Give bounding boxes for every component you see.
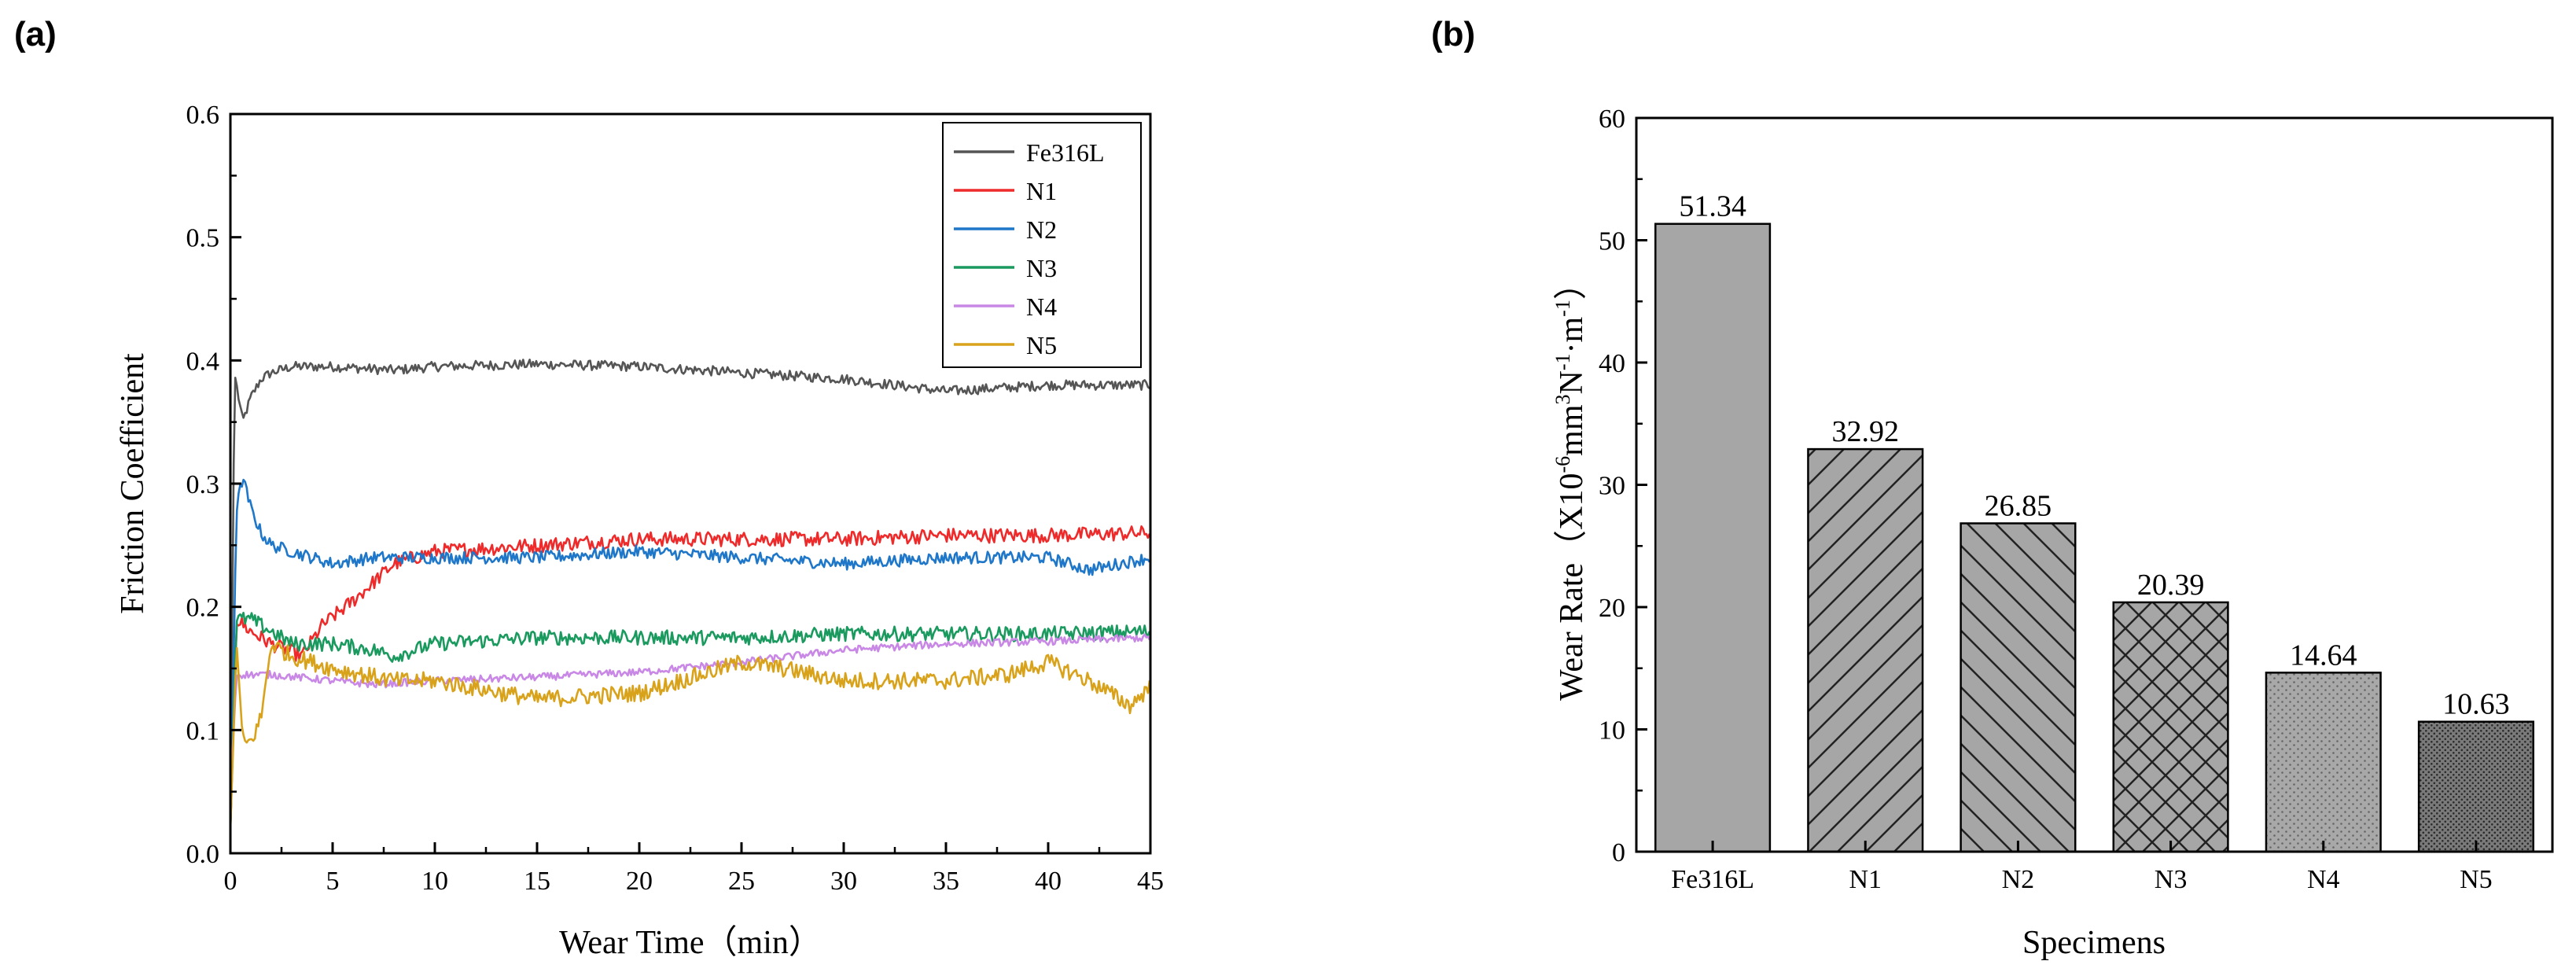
y-label-exponent: -1 <box>1551 300 1574 317</box>
bar-n1 <box>1807 447 1924 853</box>
x-tick-label: Fe316L <box>1671 865 1754 894</box>
bar-n4 <box>2265 672 2382 853</box>
wear-rate-chart: (b) 51.34 32.92 26.85 20.39 14.64 10.63 Fe316… <box>1431 15 2554 961</box>
y-tick-label: 0.2 <box>186 594 220 623</box>
bar-value-label: 10.63 <box>2442 688 2510 721</box>
bar-fe316l <box>1654 223 1772 853</box>
x-tick-label: 40 <box>1035 867 1062 896</box>
y-label-exponent: 3 <box>1551 394 1574 404</box>
x-tick-label: 45 <box>1137 867 1164 896</box>
legend-label: Fe316L <box>1026 138 1105 167</box>
x-tick-label: N4 <box>2307 865 2340 894</box>
friction-series-group <box>229 359 1151 829</box>
y-tick-label: 40 <box>1599 349 1625 378</box>
series-line-n4 <box>229 633 1151 792</box>
x-tick-label: 30 <box>830 867 857 896</box>
y-tick-label: 60 <box>1599 105 1625 134</box>
y-axis-label-a: Friction Coefficient <box>115 353 151 614</box>
panel-label-b: (b) <box>1431 15 1475 53</box>
legend-label: N3 <box>1026 254 1057 282</box>
x-axis-label-a: Wear Time（min） <box>559 925 822 961</box>
x-tick-label: 15 <box>524 867 550 896</box>
series-line-fe316l <box>229 359 1150 829</box>
y-tick-label: 0.0 <box>186 840 220 869</box>
y-tick-label: 50 <box>1599 227 1625 256</box>
y-axis-label-b: Wear Rate（X10-6mm3N-1·m-1） <box>1551 267 1590 701</box>
legend-label: N1 <box>1026 177 1057 205</box>
bar-value-label: 20.39 <box>2137 569 2205 602</box>
y-label-part: ·m <box>1554 316 1590 353</box>
x-tick-label: N3 <box>2155 865 2188 894</box>
bar-n5 <box>2417 720 2534 853</box>
axis-ticks-b: Fe316L N1 N2 N3 N4 N5 0 10 20 30 40 50 60 <box>1599 105 2493 894</box>
legend-box <box>942 122 1142 368</box>
x-tick-label: N2 <box>2002 865 2035 894</box>
friction-coefficient-chart: (a) 0 5 10 15 20 25 30 35 40 45 0.0 0.1 0.2 0.3 0.4 0.5… <box>14 15 1164 961</box>
bar-value-label: 14.64 <box>2290 639 2357 672</box>
y-label-exponent: -6 <box>1551 456 1574 473</box>
x-tick-label: 10 <box>421 867 448 896</box>
x-tick-label: 25 <box>728 867 755 896</box>
wear-rate-bars: 51.34 32.92 26.85 20.39 14.64 10.63 <box>1654 190 2534 853</box>
panel-label-a: (a) <box>14 15 57 53</box>
y-tick-label: 0.4 <box>186 347 220 376</box>
x-axis-label-b: Specimens <box>2022 925 2166 961</box>
series-line-n5 <box>229 641 1151 829</box>
y-label-part: N <box>1554 370 1590 394</box>
axis-ticks-a: 0 5 10 15 20 25 30 35 40 45 0.0 0.1 0.2 0.3 0.4 0.5 0.6 <box>186 101 1165 896</box>
bar-value-label: 32.92 <box>1832 415 1900 448</box>
y-tick-label: 20 <box>1599 594 1625 623</box>
series-line-n1 <box>229 525 1151 829</box>
y-label-part: Wear Rate（X10 <box>1554 473 1590 701</box>
y-tick-label: 0 <box>1612 838 1625 867</box>
bar-n3 <box>2112 601 2229 853</box>
x-tick-label: N1 <box>1849 865 1882 894</box>
bar-n2 <box>1960 522 2077 853</box>
y-tick-label: 30 <box>1599 472 1625 501</box>
y-tick-label: 0.1 <box>186 716 220 746</box>
legend-label: N2 <box>1026 215 1057 244</box>
x-tick-label: 35 <box>933 867 959 896</box>
y-label-exponent: -1 <box>1551 353 1574 370</box>
y-tick-label: 0.3 <box>186 470 220 499</box>
y-tick-label: 0.5 <box>186 224 220 253</box>
y-tick-label: 10 <box>1599 716 1625 746</box>
y-label-part: ） <box>1554 267 1590 300</box>
x-tick-label: N5 <box>2460 865 2493 894</box>
bar-value-label: 26.85 <box>1985 489 2052 522</box>
x-tick-label: 5 <box>326 867 340 896</box>
legend-label: N5 <box>1026 331 1057 359</box>
x-tick-label: 20 <box>626 867 653 896</box>
plot-frame-b <box>1635 116 2554 853</box>
legend-label: N4 <box>1026 293 1057 321</box>
series-line-n3 <box>229 611 1151 829</box>
plot-frame-a <box>229 112 1152 855</box>
legend-a: Fe316L N1 N2 N3 N4 N5 <box>942 122 1142 368</box>
series-line-n2 <box>229 478 1151 829</box>
bar-value-label: 51.34 <box>1679 190 1746 223</box>
x-tick-label: 0 <box>224 867 237 896</box>
y-label-part: mm <box>1554 404 1590 456</box>
y-tick-label: 0.6 <box>186 101 220 130</box>
